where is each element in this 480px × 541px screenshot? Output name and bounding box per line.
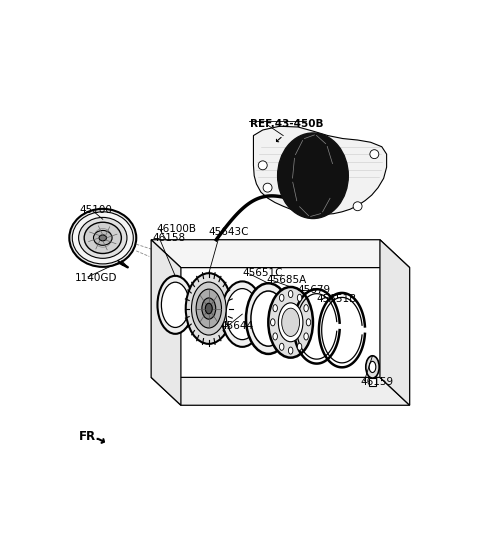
- Ellipse shape: [258, 161, 267, 170]
- Ellipse shape: [192, 282, 226, 335]
- Ellipse shape: [268, 287, 313, 358]
- Ellipse shape: [297, 343, 302, 351]
- Ellipse shape: [94, 230, 112, 245]
- Text: 46158: 46158: [152, 233, 185, 243]
- Ellipse shape: [202, 298, 216, 319]
- Ellipse shape: [161, 282, 189, 327]
- Ellipse shape: [366, 356, 379, 378]
- Ellipse shape: [279, 294, 284, 301]
- Polygon shape: [151, 378, 410, 405]
- Polygon shape: [151, 240, 410, 268]
- Text: 46159: 46159: [360, 377, 394, 387]
- Ellipse shape: [369, 361, 376, 373]
- Ellipse shape: [288, 291, 293, 298]
- Ellipse shape: [297, 294, 302, 301]
- Polygon shape: [151, 240, 181, 405]
- Ellipse shape: [226, 288, 259, 340]
- Text: 1140GD: 1140GD: [75, 273, 118, 282]
- FancyBboxPatch shape: [369, 378, 376, 386]
- Text: FR.: FR.: [79, 430, 101, 443]
- Text: 45651B: 45651B: [317, 294, 357, 304]
- Ellipse shape: [221, 281, 263, 347]
- Ellipse shape: [288, 347, 293, 354]
- Ellipse shape: [273, 333, 277, 340]
- Ellipse shape: [278, 303, 303, 342]
- Text: 45643C: 45643C: [208, 227, 249, 237]
- Ellipse shape: [205, 304, 212, 314]
- Ellipse shape: [99, 235, 107, 241]
- Polygon shape: [253, 126, 386, 214]
- Text: 46100B: 46100B: [156, 225, 196, 234]
- Ellipse shape: [246, 283, 291, 354]
- Text: 45651C: 45651C: [242, 268, 283, 278]
- Ellipse shape: [282, 308, 300, 337]
- Ellipse shape: [353, 202, 362, 210]
- Ellipse shape: [79, 217, 127, 258]
- Ellipse shape: [304, 333, 308, 340]
- Text: 45685A: 45685A: [266, 275, 307, 285]
- Ellipse shape: [263, 183, 272, 192]
- Ellipse shape: [186, 273, 232, 344]
- Ellipse shape: [277, 133, 348, 219]
- Ellipse shape: [271, 319, 275, 326]
- Text: REF.43-450B: REF.43-450B: [250, 120, 323, 129]
- Ellipse shape: [251, 291, 286, 346]
- Text: 45644: 45644: [220, 321, 253, 331]
- Ellipse shape: [370, 150, 379, 159]
- Ellipse shape: [72, 212, 133, 264]
- Ellipse shape: [279, 343, 284, 351]
- Ellipse shape: [157, 276, 193, 334]
- Text: 45679: 45679: [297, 285, 330, 295]
- Ellipse shape: [196, 289, 221, 328]
- Ellipse shape: [69, 209, 136, 267]
- Ellipse shape: [304, 305, 308, 312]
- Polygon shape: [380, 240, 410, 405]
- Text: 45100: 45100: [79, 205, 112, 215]
- Ellipse shape: [273, 305, 277, 312]
- Ellipse shape: [306, 319, 311, 326]
- Ellipse shape: [84, 222, 121, 254]
